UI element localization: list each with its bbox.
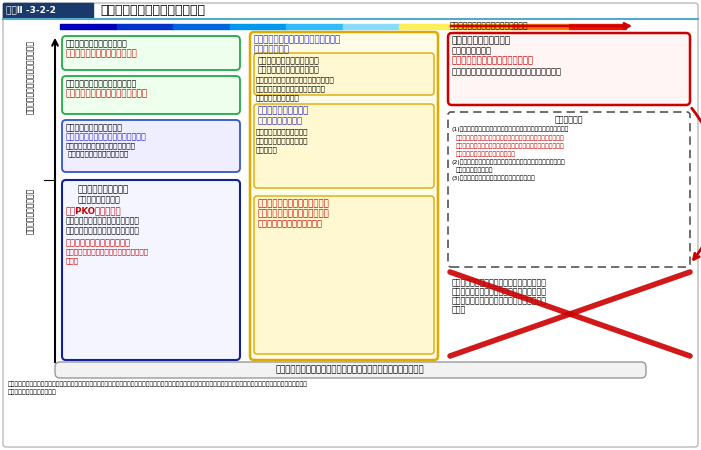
Text: （非国連統括型の国際的な平和協力活動、: （非国連統括型の国際的な平和協力活動、 xyxy=(66,248,149,255)
Text: 他国に加えられた武力攻撃を阻止することを: 他国に加えられた武力攻撃を阻止することを xyxy=(452,278,547,287)
Bar xyxy=(173,24,230,29)
Text: (2)これを排除し、わが国の存立を全うし、国民を守るために他に: (2)これを排除し、わが国の存立を全うし、国民を守るために他に xyxy=(452,159,566,165)
FancyBboxPatch shape xyxy=(254,104,434,188)
Bar xyxy=(569,24,625,29)
FancyBboxPatch shape xyxy=(448,33,690,105)
Text: 米軍等の部隊の武器等防護（新設）: 米軍等の部隊の武器等防護（新設） xyxy=(66,89,148,98)
Bar xyxy=(116,24,174,29)
Text: 平時における米軍に対する: 平時における米軍に対する xyxy=(66,123,123,132)
FancyBboxPatch shape xyxy=(62,120,240,172)
Text: （緊急）わが国・国民に関する事項: （緊急）わが国・国民に関する事項 xyxy=(25,40,34,114)
Text: 国際平和共同対処事態における: 国際平和共同対処事態における xyxy=(258,199,329,208)
Text: から覆される明白な危険があること: から覆される明白な危険があること xyxy=(456,151,516,157)
Text: 国際社会に関する事項: 国際社会に関する事項 xyxy=(25,188,34,234)
Text: を目的とする集団的自衛権の行使は認められ: を目的とする集団的自衛権の行使は認められ xyxy=(452,296,547,305)
Text: 国連PKO等（拡充）: 国連PKO等（拡充） xyxy=(66,206,122,215)
Text: （周辺事態安全確保法改正）: （周辺事態安全確保法改正） xyxy=(258,65,320,74)
Text: 武力攻撃事態等への対処: 武力攻撃事態等への対処 xyxy=(452,36,511,45)
Bar xyxy=(3,3,93,18)
FancyBboxPatch shape xyxy=(254,53,434,95)
FancyBboxPatch shape xyxy=(62,180,240,360)
FancyBboxPatch shape xyxy=(3,3,698,447)
Text: 在外邦人等輸送【自衛隊法】: 在外邦人等輸送【自衛隊法】 xyxy=(66,39,128,48)
Text: 提供可能な場面を拡充（米国）: 提供可能な場面を拡充（米国） xyxy=(68,150,129,157)
Text: その内容とする、いわゆる他国防衛それ自体: その内容とする、いわゆる他国防衛それ自体 xyxy=(452,287,547,296)
Text: ・駐留軍施設等の警護を行う場合等: ・駐留軍施設等の警護を行う場合等 xyxy=(66,142,136,148)
Bar xyxy=(456,24,512,29)
Text: 物品役務の提供【自衛隊法】（拡充）: 物品役務の提供【自衛隊法】（拡充） xyxy=(66,132,147,141)
Text: 協力支援活動等の実施（新設）: 協力支援活動等の実施（新設） xyxy=(258,209,329,218)
Text: 国家安全保障会議の審議事項の整理【国家安全保障会議設置法】: 国家安全保障会議の審議事項の整理【国家安全保障会議設置法】 xyxy=(275,365,424,374)
Text: 【新三要件】: 【新三要件】 xyxy=(554,115,583,124)
Text: ・国際平和共同対処事態に: ・国際平和共同対処事態に xyxy=(256,128,308,135)
Bar xyxy=(286,24,343,29)
Bar xyxy=(512,24,569,29)
Text: 図表Ⅱ -3-2-2: 図表Ⅱ -3-2-2 xyxy=(6,5,56,14)
Text: 【重要影響事態安全確保法】: 【重要影響事態安全確保法】 xyxy=(258,56,320,65)
Text: 自衛隊の武器等防護【自衛隊法】: 自衛隊の武器等防護【自衛隊法】 xyxy=(66,79,137,88)
FancyBboxPatch shape xyxy=(62,76,240,114)
Text: 重要影響事態における後方支援活動等: 重要影響事態における後方支援活動等 xyxy=(254,35,341,44)
Text: 存立が脅かされ、国民の生命、自由および幸福追求の権利が根底: 存立が脅かされ、国民の生命、自由および幸福追求の権利が根底 xyxy=(456,143,565,148)
Text: 【国際平和支援法（新法）】: 【国際平和支援法（新法）】 xyxy=(258,219,323,228)
Text: ・「新三要件」の下で、「武力の行使」を可能に: ・「新三要件」の下で、「武力の行使」を可能に xyxy=(452,67,562,76)
Text: の実施（拡充）: の実施（拡充） xyxy=(254,45,290,54)
Text: (1)わが国に対する武力攻撃が発生したこと、またはわが国と密接な: (1)わが国に対する武力攻撃が発生したこと、またはわが国と密接な xyxy=(452,126,569,131)
Text: 船舶検査活動（拡充）: 船舶検査活動（拡充） xyxy=(258,106,309,115)
Text: （横軸）事態の状況・前提をイメージ: （横軸）事態の状況・前提をイメージ xyxy=(450,21,529,30)
FancyBboxPatch shape xyxy=(55,362,646,378)
Text: 国際連携平和安全活動の実施: 国際連携平和安全活動の実施 xyxy=(66,238,131,247)
Text: （注）離島の周辺地域等において外部から武力攻撃に至らない侵害が発生し、近傍に警察力が存在しない等の場合の治安出動や海上における警備行動の発令手続の迅速化は閣議決: （注）離島の周辺地域等において外部から武力攻撃に至らない侵害が発生し、近傍に警察… xyxy=(8,381,308,387)
Text: ・米軍以外の外国軍隊等支援の実施: ・米軍以外の外国軍隊等支援の実施 xyxy=(256,85,326,92)
Bar xyxy=(229,24,287,29)
Text: ・必要な場合の武器使用権限の拡充: ・必要な場合の武器使用権限の拡充 xyxy=(66,226,140,235)
Text: 新設）: 新設） xyxy=(66,257,79,264)
FancyBboxPatch shape xyxy=(254,196,434,354)
FancyBboxPatch shape xyxy=(250,32,438,360)
Text: 適当な手段がないこと: 適当な手段がないこと xyxy=(456,167,494,173)
Text: 平和安全法制の主要事項の関係: 平和安全法制の主要事項の関係 xyxy=(100,4,205,17)
Text: 施可能に: 施可能に xyxy=(256,146,278,153)
Text: ない。: ない。 xyxy=(452,305,466,314)
FancyBboxPatch shape xyxy=(448,112,690,267)
Bar xyxy=(399,24,456,29)
Text: 国際的な平和協力活動: 国際的な平和協力活動 xyxy=(78,185,129,194)
Text: 【事態対処法制】: 【事態対処法制】 xyxy=(452,46,492,55)
Bar xyxy=(60,24,117,29)
Text: 定により対応（法整備なし）: 定により対応（法整備なし） xyxy=(8,389,57,395)
Bar xyxy=(343,24,400,29)
FancyBboxPatch shape xyxy=(62,36,240,70)
Text: 【国際平和協力法】: 【国際平和協力法】 xyxy=(78,195,121,204)
Text: ・支援メニューの拡大: ・支援メニューの拡大 xyxy=(256,94,300,101)
Text: ・改正の趣旨を明確化（目的規定改正）: ・改正の趣旨を明確化（目的規定改正） xyxy=(256,76,335,83)
Text: 「存立危機事態」への対処（新設）: 「存立危機事態」への対処（新設） xyxy=(452,56,534,65)
Text: (3)必要最小限度の実力行使にとどまるべきこと: (3)必要最小限度の実力行使にとどまるべきこと xyxy=(452,175,536,180)
Text: おける船舶検査活動を実: おける船舶検査活動を実 xyxy=(256,137,308,144)
Text: 【船舶検査活動法】: 【船舶検査活動法】 xyxy=(258,116,303,125)
Text: 関係にある他国に対する武力攻撃が発生し、これによりわが国の: 関係にある他国に対する武力攻撃が発生し、これによりわが国の xyxy=(456,135,565,140)
Text: ・いわゆる安全確保などの業務拡充: ・いわゆる安全確保などの業務拡充 xyxy=(66,216,140,225)
Text: 在外邦人等の保護措置（新設）: 在外邦人等の保護措置（新設） xyxy=(66,49,138,58)
